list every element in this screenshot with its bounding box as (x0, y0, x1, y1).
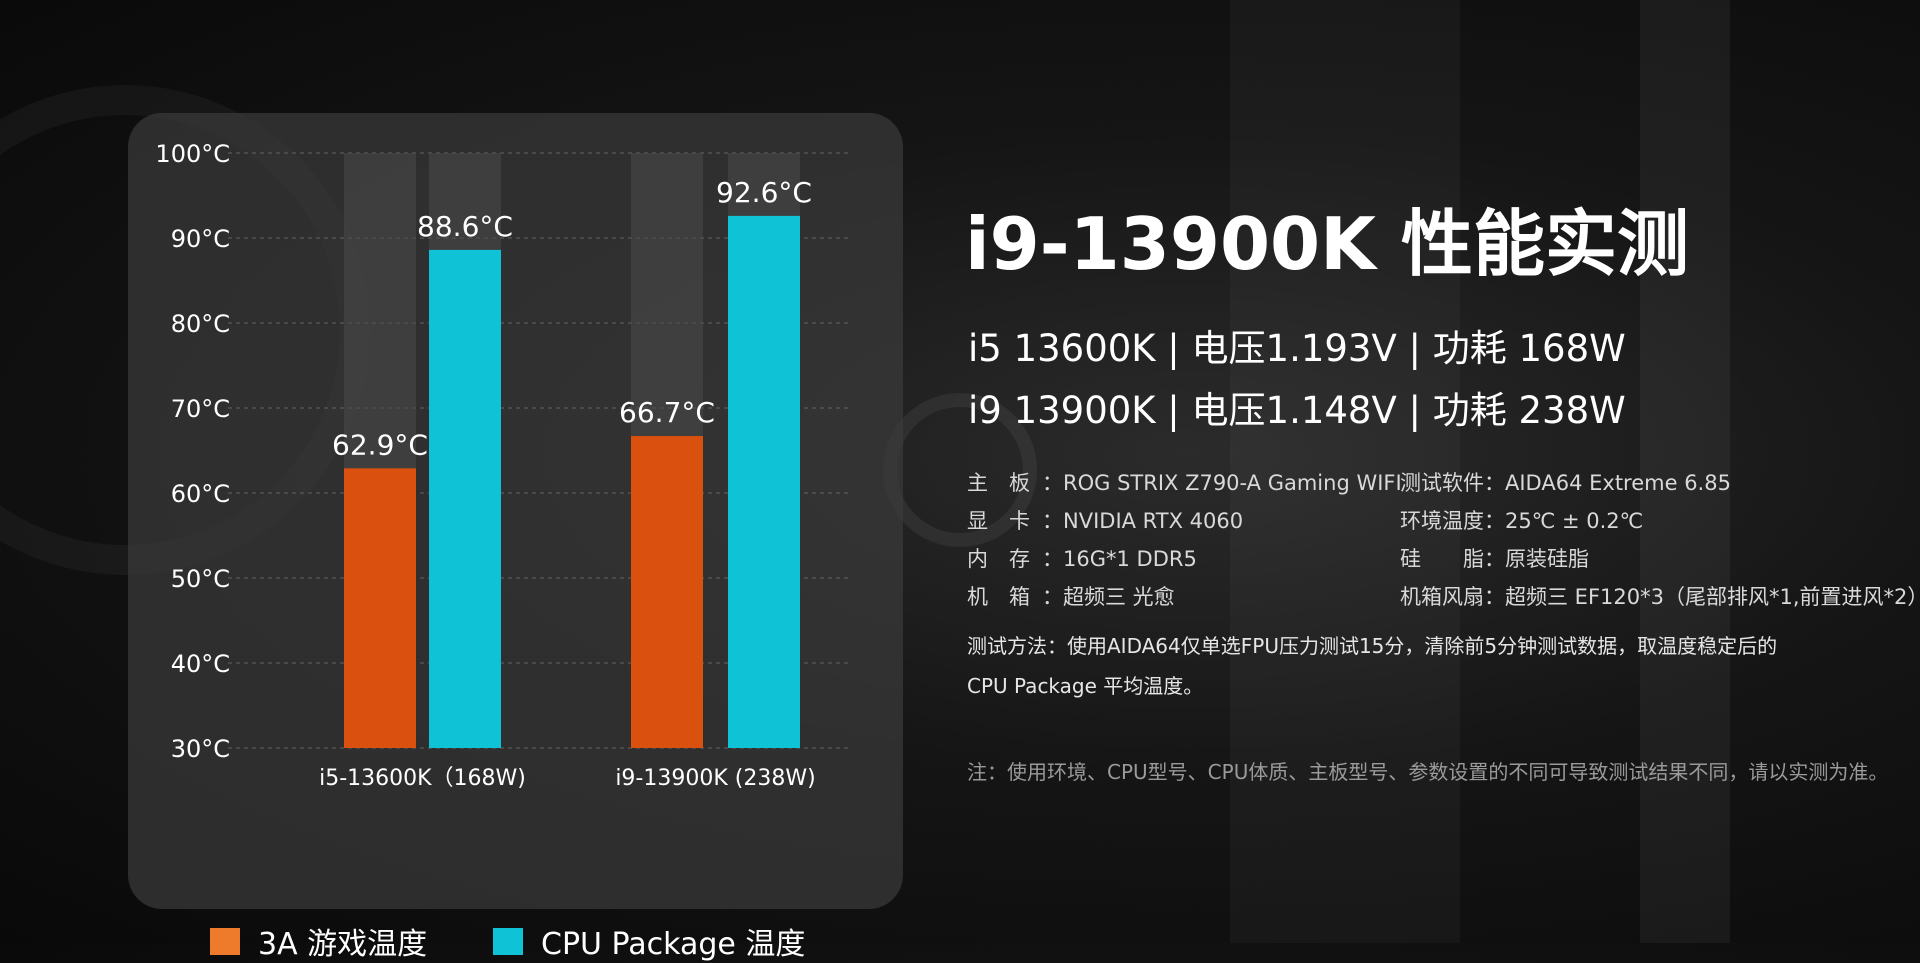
bar-game-temp (344, 468, 416, 748)
detail-value: 原装硅脂 (1505, 547, 1589, 571)
test-method-line-2: CPU Package 平均温度。 (967, 674, 1204, 698)
x-category-label: i5-13600K（168W) (319, 766, 526, 791)
y-tick-label: 70°C (171, 395, 230, 423)
detail-test-software: 测试软件：AIDA64 Extreme 6.85 (1400, 467, 1731, 497)
legend-item-game: 3A 游戏温度 (210, 919, 427, 963)
detail-key: 硅 脂 (1400, 547, 1484, 571)
detail-case: 机 箱：超频三 光愈 (967, 581, 1175, 611)
y-tick-label: 80°C (171, 310, 230, 338)
detail-value: 超频三 光愈 (1063, 585, 1175, 609)
detail-gpu: 显 卡：NVIDIA RTX 4060 (967, 505, 1243, 535)
detail-value: AIDA64 Extreme 6.85 (1505, 471, 1731, 495)
detail-case-fans: 机箱风扇：超频三 EF120*3（尾部排风*1,前置进风*2） (1400, 581, 1920, 611)
page-title: i9-13900K 性能实测 (965, 202, 1690, 286)
legend-swatch-cpu-package (493, 927, 523, 955)
data-label-game-temp: 62.9°C (332, 428, 428, 461)
bar-cpu-package-temp (429, 249, 501, 748)
detail-ambient-temp: 环境温度：25℃ ± 0.2℃ (1400, 505, 1643, 535)
temperature-bar-chart: 100°C 90°C 80°C 70°C 60°C 50°C 40°C 30°C 62.9°C 8… (155, 140, 848, 791)
disclaimer-note: 注：使用环境、CPU型号、CPU体质、主板型号、参数设置的不同可导致测试结果不同… (967, 760, 1889, 784)
legend-label-game: 3A 游戏温度 (258, 927, 428, 962)
detail-value: ROG STRIX Z790-A Gaming WIFI (1063, 471, 1402, 495)
detail-key: 测试软件 (1400, 471, 1484, 495)
y-tick-label: 100°C (155, 140, 230, 168)
bar-game-temp (631, 436, 703, 748)
detail-value: 25℃ ± 0.2℃ (1505, 509, 1644, 533)
detail-thermal-paste: 硅 脂：原装硅脂 (1400, 543, 1589, 573)
data-label-game-temp: 66.7°C (619, 396, 715, 429)
test-method-line-1: 测试方法：使用AIDA64仅单选FPU压力测试15分，清除前5分钟测试数据，取温… (967, 634, 1778, 658)
detail-motherboard: 主 板：ROG STRIX Z790-A Gaming WIFI (967, 467, 1402, 497)
spec-line-i9: i9 13900K | 电压1.148V | 功耗 238W (968, 389, 1626, 432)
detail-value: 超频三 EF120*3（尾部排风*1,前置进风*2） (1505, 585, 1920, 609)
y-tick-label: 50°C (171, 565, 230, 593)
chart-card: 100°C 90°C 80°C 70°C 60°C 50°C 40°C 30°C 62.9°C 8… (128, 113, 903, 962)
y-tick-label: 60°C (171, 480, 230, 508)
legend-label-cpu-package: CPU Package 温度 (541, 927, 806, 962)
bar-cpu-package-temp (728, 215, 800, 748)
detail-value: NVIDIA RTX 4060 (1063, 509, 1244, 533)
spec-line-i5: i5 13600K | 电压1.193V | 功耗 168W (968, 327, 1626, 370)
detail-key: 内 存 (967, 547, 1030, 571)
y-tick-label: 90°C (171, 225, 230, 253)
detail-key: 主 板 (967, 471, 1030, 495)
detail-key: 显 卡 (967, 509, 1030, 533)
x-category-label: i9-13900K (238W) (615, 766, 815, 791)
detail-memory: 内 存：16G*1 DDR5 (967, 543, 1197, 573)
legend-swatch-game (210, 927, 240, 955)
data-label-cpu-package-temp: 92.6°C (716, 176, 812, 209)
detail-key: 机箱风扇 (1400, 585, 1484, 609)
detail-value: 16G*1 DDR5 (1063, 547, 1197, 571)
legend-item-cpu-package: CPU Package 温度 (493, 919, 805, 963)
data-label-cpu-package-temp: 88.6°C (417, 210, 513, 243)
y-tick-label: 30°C (171, 735, 230, 763)
y-tick-label: 40°C (171, 650, 230, 678)
detail-key: 环境温度 (1400, 509, 1484, 533)
detail-key: 机 箱 (967, 585, 1030, 609)
